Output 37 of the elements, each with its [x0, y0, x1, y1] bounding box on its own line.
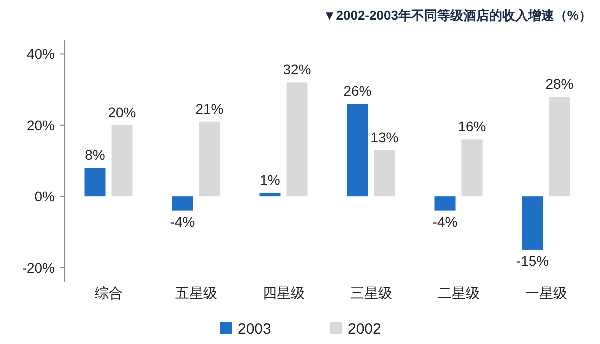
- y-tick-label: 40%: [26, 46, 55, 62]
- x-tick-label: 综合: [94, 285, 123, 301]
- bar: [199, 122, 220, 197]
- data-label: -4%: [170, 214, 196, 230]
- chart-title: ▼2002-2003年不同等级酒店的收入增速（%）: [323, 8, 592, 23]
- bar: [286, 82, 308, 197]
- bar: [522, 196, 544, 250]
- bar: [172, 196, 194, 211]
- data-label: 1%: [260, 172, 280, 188]
- y-tick-label: -20%: [22, 260, 55, 276]
- data-label: 28%: [546, 76, 574, 92]
- x-tick-label: 二星级: [438, 285, 480, 301]
- data-label: -15%: [516, 252, 550, 269]
- data-label: -4%: [432, 214, 458, 230]
- y-tick-label: 0%: [34, 188, 55, 205]
- x-tick-label: 三星级: [350, 285, 392, 301]
- data-label: 13%: [370, 129, 399, 146]
- bar: [112, 125, 133, 197]
- bar: [260, 193, 281, 197]
- data-label: 21%: [196, 100, 224, 117]
- bar: [549, 96, 570, 197]
- x-tick-label: 五星级: [175, 285, 218, 301]
- data-label: 20%: [108, 104, 136, 120]
- bar: [434, 196, 456, 211]
- data-label: 16%: [458, 118, 486, 135]
- bar: [347, 104, 368, 197]
- x-tick-label: 四星级: [262, 285, 305, 301]
- bar: [84, 168, 106, 197]
- data-label: 8%: [85, 147, 106, 164]
- legend-label: 2002: [348, 321, 382, 338]
- legend-label: 2003: [238, 321, 272, 338]
- x-tick-label: 一星级: [525, 285, 568, 301]
- bar: [462, 140, 483, 197]
- bar: [374, 150, 396, 197]
- data-label: 32%: [283, 62, 312, 78]
- data-label: 26%: [344, 83, 372, 100]
- y-tick-label: 20%: [26, 117, 55, 134]
